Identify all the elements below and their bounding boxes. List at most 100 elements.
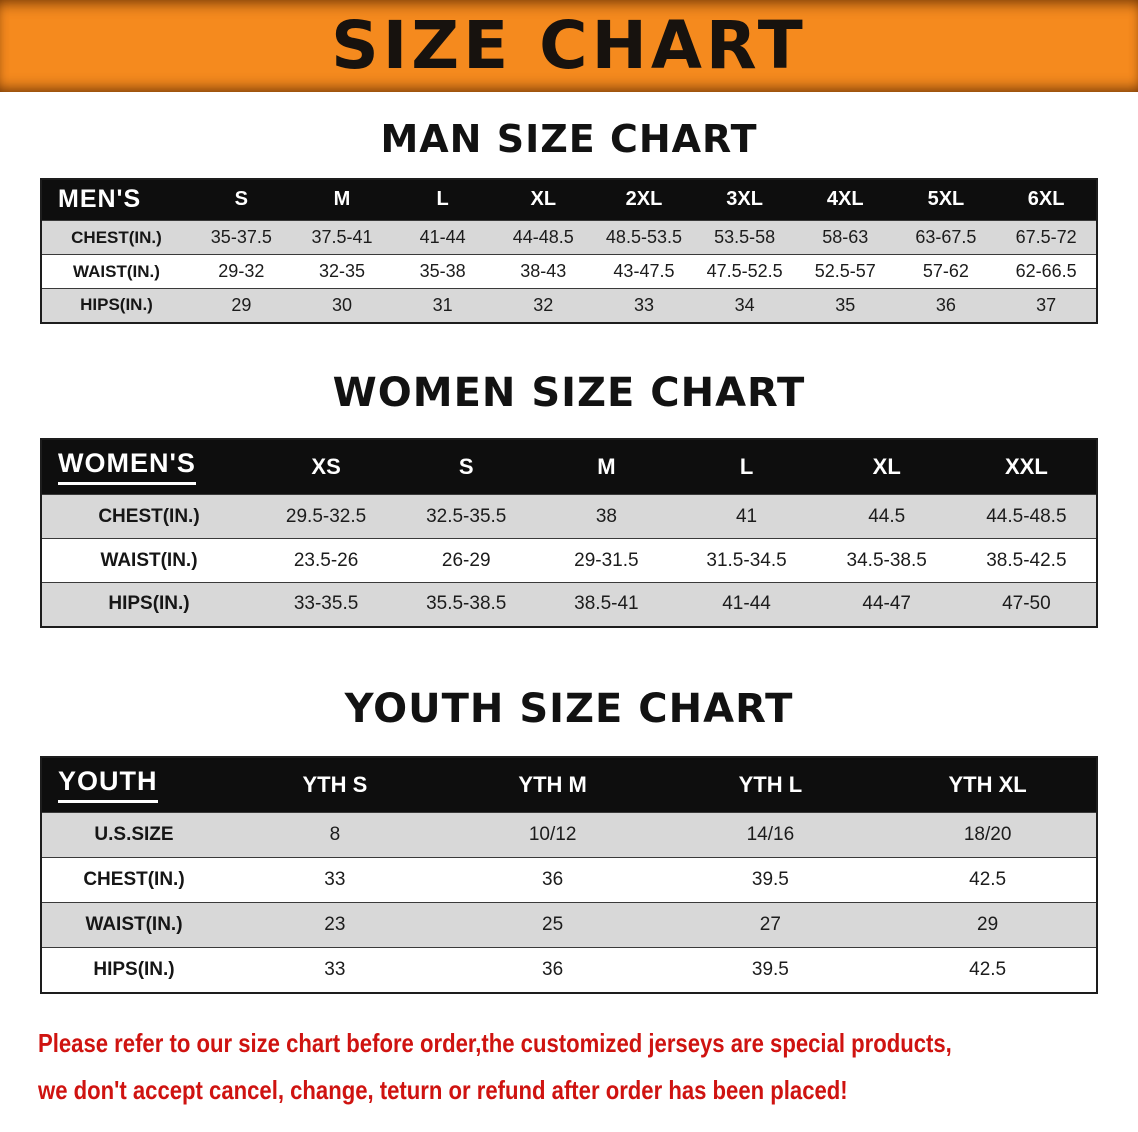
size-header-cell: YTH XL — [948, 771, 1027, 797]
size-value-cell: 38-43 — [520, 261, 567, 282]
size-header-cell: YTH L — [738, 771, 803, 797]
size-value-cell: 32-35 — [318, 261, 365, 282]
size-value-cell: 36 — [542, 958, 564, 980]
row-label-cell: CHEST(IN.) — [98, 505, 200, 527]
size-value-cell: 62-66.5 — [1015, 261, 1077, 282]
size-value-cell: 23.5-26 — [293, 549, 359, 571]
size-value-cell: 48.5-53.5 — [605, 227, 682, 248]
size-header-cell: 5XL — [927, 188, 965, 211]
table-title-cell: YOUTH — [41, 757, 226, 813]
size-value-cell: 31.5-34.5 — [706, 549, 787, 571]
row-label-cell: HIPS(IN.) — [93, 958, 175, 980]
size-header-cell: M — [597, 453, 616, 479]
man-size-chart-heading: MAN SIZE CHART — [380, 117, 758, 161]
size-value-cell: 58-63 — [822, 227, 869, 248]
women-size-chart-heading: WOMEN SIZE CHART — [332, 369, 806, 416]
size-value-cell: 18/20 — [963, 824, 1012, 846]
size-value-cell: 57-62 — [922, 261, 969, 282]
table-title-cell: MEN'S — [41, 179, 191, 221]
size-value-cell: 42.5 — [969, 869, 1007, 891]
size-value-cell: 35.5-38.5 — [426, 593, 507, 615]
size-value-cell: 23 — [324, 914, 346, 936]
measurement-row: U.S.SIZE 8 10/12 14/16 18/20 — [41, 812, 1097, 858]
size-value-cell: 38.5-41 — [574, 593, 639, 615]
size-header-cell: YTH M — [518, 771, 587, 797]
measurement-row: WAIST(IN.) 29-32 32-35 35-38 38-43 43-47.5 47.… — [41, 254, 1097, 289]
size-value-cell: 36 — [935, 294, 956, 315]
size-value-cell: 25 — [542, 914, 564, 936]
row-label-cell: WAIST(IN.) — [100, 549, 198, 571]
size-value-cell: 42.5 — [969, 958, 1007, 980]
size-value-cell: 44.5 — [868, 505, 906, 527]
size-value-cell: 30 — [331, 294, 352, 315]
size-value-cell: 10/12 — [528, 824, 577, 846]
size-header-cell: S — [234, 188, 248, 211]
size-value-cell: 29-31.5 — [574, 549, 639, 571]
size-value-cell: 34.5-38.5 — [846, 549, 927, 571]
youth-size-table: YOUTH YTH S YTH M YTH L YTH XL U.S.SIZE 8 10/12… — [40, 755, 1098, 994]
size-value-cell: 8 — [329, 824, 341, 846]
women-size-table: WOMEN'S XS S M L XL XXL CHEST(IN.) 29.5-32.5 32.5… — [40, 437, 1098, 628]
disclaimer: Please refer to our size chart before or… — [38, 1024, 1138, 1110]
size-value-cell: 29.5-32.5 — [285, 505, 367, 527]
size-header-cell: XL — [530, 188, 557, 211]
man-size-chart-section: MAN SIZE CHART MEN'S S M L XL 2XL 3XL 4XL 5XL 6XL… — [0, 117, 1138, 324]
size-value-cell: 37.5-41 — [311, 227, 373, 248]
size-value-cell: 36 — [542, 869, 564, 891]
size-value-cell: 14/16 — [746, 824, 795, 846]
size-value-cell: 63-67.5 — [915, 227, 977, 248]
row-label-cell: U.S.SIZE — [94, 824, 174, 846]
man-size-table: MEN'S S M L XL 2XL 3XL 4XL 5XL 6XL CHEST(IN.) 35-37… — [40, 177, 1098, 324]
size-value-cell: 29 — [977, 914, 999, 936]
size-value-cell: 67.5-72 — [1015, 227, 1077, 248]
size-header-cell: 3XL — [726, 188, 763, 211]
size-value-cell: 41 — [735, 505, 758, 527]
size-header-cell: L — [436, 188, 449, 211]
women-size-chart-section: WOMEN SIZE CHART WOMEN'S XS S M L XL XXL CHEST(… — [0, 370, 1138, 628]
size-value-cell: 44-47 — [862, 593, 911, 615]
measurement-row: WAIST(IN.) 23.5-26 26-29 29-31.5 31.5-34.5 34… — [41, 538, 1097, 583]
size-value-cell: 32 — [533, 294, 554, 315]
size-value-cell: 35-37.5 — [210, 227, 272, 248]
youth-size-chart-section: YOUTH SIZE CHART YOUTH YTH S YTH M YTH L YTH… — [0, 686, 1138, 994]
size-value-cell: 35-38 — [419, 261, 466, 282]
size-value-cell: 27 — [759, 914, 781, 936]
size-value-cell: 39.5 — [751, 869, 789, 891]
size-value-cell: 38.5-42.5 — [986, 549, 1067, 571]
size-header-cell: 2XL — [625, 188, 663, 211]
measurement-row: HIPS(IN.) 33 36 39.5 42.5 — [41, 947, 1097, 993]
title-banner: SIZE CHART — [0, 0, 1138, 92]
size-value-cell: 44-48.5 — [512, 227, 574, 248]
size-value-cell: 33 — [633, 294, 654, 315]
youth-size-chart-heading: YOUTH SIZE CHART — [344, 685, 794, 732]
size-header-cell: M — [333, 188, 351, 211]
size-value-cell: 43-47.5 — [613, 261, 675, 282]
size-value-cell: 41-44 — [419, 227, 466, 248]
size-value-cell: 53.5-58 — [714, 227, 776, 248]
measurement-row: CHEST(IN.) 35-37.5 37.5-41 41-44 44-48.5 48.5… — [41, 220, 1097, 255]
size-value-cell: 31 — [432, 294, 453, 315]
size-header-cell: YTH S — [302, 771, 368, 797]
table-title-label: WOMEN'S — [58, 448, 196, 486]
size-value-cell: 29-32 — [218, 261, 265, 282]
row-label-cell: CHEST(IN.) — [71, 227, 162, 247]
size-header-cell: S — [458, 453, 474, 479]
measurement-row: HIPS(IN.) 33-35.5 35.5-38.5 38.5-41 41-44 44-… — [41, 582, 1097, 627]
disclaimer-line: we don't accept cancel, change, teturn o… — [38, 1074, 848, 1105]
size-header-cell: XS — [311, 453, 341, 479]
table-title-label: MEN'S — [58, 185, 142, 214]
row-label-cell: WAIST(IN.) — [73, 261, 160, 281]
measurement-row: HIPS(IN.) 29 30 31 32 33 34 35 36 37 — [41, 288, 1097, 323]
size-header-cell: 6XL — [1027, 188, 1065, 211]
size-header-cell: XL — [872, 453, 901, 479]
size-value-cell: 33-35.5 — [293, 593, 359, 615]
size-value-cell: 47.5-52.5 — [706, 261, 783, 282]
measurement-row: CHEST(IN.) 33 36 39.5 42.5 — [41, 857, 1097, 903]
disclaimer-line: Please refer to our size chart before or… — [38, 1027, 952, 1058]
size-value-cell: 29 — [231, 294, 252, 315]
size-value-cell: 38 — [595, 505, 617, 527]
size-value-cell: 41-44 — [722, 593, 771, 615]
row-label-cell: HIPS(IN.) — [108, 593, 190, 615]
row-label-cell: HIPS(IN.) — [80, 295, 153, 315]
size-value-cell: 37 — [1036, 294, 1057, 315]
